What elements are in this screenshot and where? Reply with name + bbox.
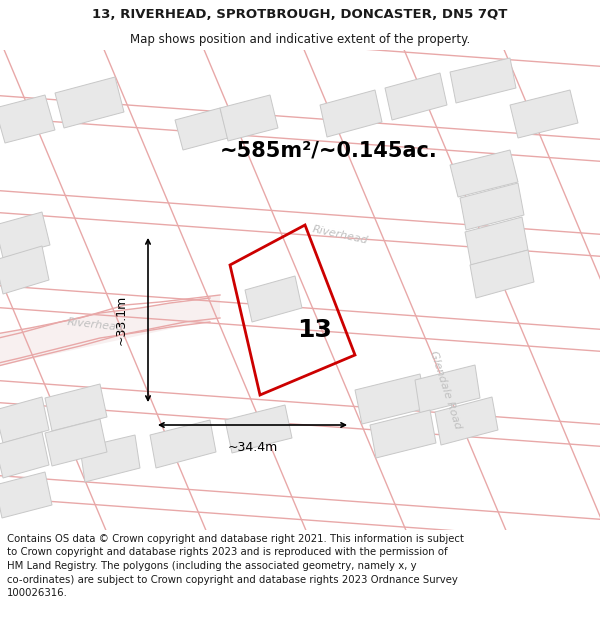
- Polygon shape: [20, 322, 60, 358]
- Text: Riverhead: Riverhead: [66, 317, 124, 333]
- Polygon shape: [0, 95, 55, 143]
- Polygon shape: [450, 150, 518, 197]
- Text: Riverhead: Riverhead: [311, 224, 369, 246]
- Polygon shape: [100, 308, 140, 338]
- Text: Contains OS data © Crown copyright and database right 2021. This information is : Contains OS data © Crown copyright and d…: [7, 534, 464, 598]
- Polygon shape: [140, 303, 170, 332]
- Polygon shape: [0, 212, 50, 258]
- Polygon shape: [510, 90, 578, 138]
- Polygon shape: [415, 365, 480, 413]
- Text: Map shows position and indicative extent of the property.: Map shows position and indicative extent…: [130, 32, 470, 46]
- Text: ~585m²/~0.145ac.: ~585m²/~0.145ac.: [220, 140, 438, 160]
- Polygon shape: [0, 397, 49, 443]
- Polygon shape: [0, 432, 49, 478]
- Polygon shape: [435, 397, 498, 445]
- Polygon shape: [245, 276, 302, 322]
- Polygon shape: [225, 405, 292, 453]
- Polygon shape: [175, 108, 228, 150]
- Polygon shape: [0, 472, 52, 518]
- Polygon shape: [320, 90, 382, 137]
- Polygon shape: [45, 384, 107, 431]
- Polygon shape: [60, 313, 100, 348]
- Polygon shape: [220, 95, 278, 141]
- Text: 13, RIVERHEAD, SPROTBROUGH, DONCASTER, DN5 7QT: 13, RIVERHEAD, SPROTBROUGH, DONCASTER, D…: [92, 8, 508, 21]
- Polygon shape: [0, 333, 20, 365]
- Polygon shape: [80, 435, 140, 482]
- Polygon shape: [460, 183, 524, 230]
- Polygon shape: [355, 374, 427, 424]
- Polygon shape: [385, 73, 447, 120]
- Polygon shape: [45, 419, 107, 466]
- Polygon shape: [55, 77, 124, 128]
- Polygon shape: [0, 295, 220, 368]
- Polygon shape: [465, 217, 528, 265]
- Polygon shape: [450, 58, 516, 103]
- Text: ~34.4m: ~34.4m: [227, 441, 278, 454]
- Text: 13: 13: [298, 318, 332, 342]
- Polygon shape: [370, 410, 436, 458]
- Polygon shape: [0, 246, 49, 294]
- Text: Glendale Road: Glendale Road: [428, 349, 463, 431]
- Polygon shape: [170, 298, 210, 327]
- Text: ~33.1m: ~33.1m: [115, 295, 128, 345]
- Polygon shape: [470, 250, 534, 298]
- Polygon shape: [150, 420, 216, 468]
